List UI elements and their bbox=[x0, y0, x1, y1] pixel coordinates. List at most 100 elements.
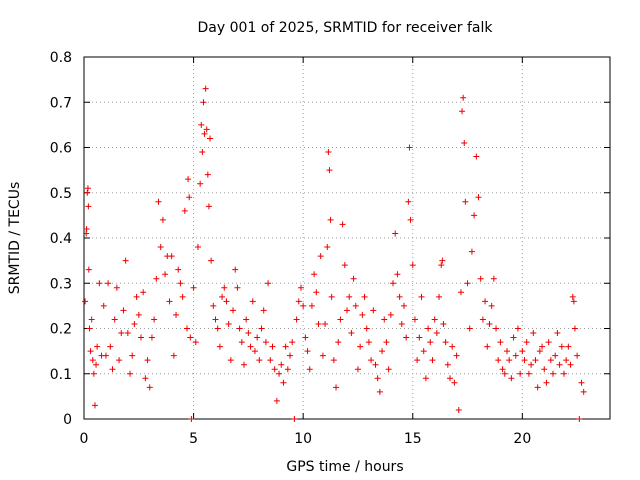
data-point bbox=[207, 135, 214, 142]
data-point bbox=[85, 266, 92, 273]
chart-title: Day 001 of 2025, SRMTID for receiver fal… bbox=[198, 20, 494, 36]
data-point bbox=[240, 361, 247, 368]
data-point bbox=[144, 357, 151, 364]
data-point bbox=[545, 339, 552, 346]
data-point bbox=[352, 302, 359, 309]
data-point bbox=[580, 388, 587, 395]
y-tick-label: 0.3 bbox=[50, 276, 72, 292]
data-point bbox=[86, 325, 93, 332]
data-point bbox=[188, 416, 195, 422]
data-point bbox=[173, 311, 180, 318]
data-point bbox=[267, 357, 274, 364]
data-point bbox=[449, 343, 456, 350]
data-point bbox=[337, 316, 344, 323]
data-point bbox=[442, 339, 449, 346]
data-point bbox=[127, 370, 134, 377]
data-point bbox=[159, 216, 166, 223]
data-point bbox=[464, 280, 471, 287]
data-point bbox=[354, 366, 361, 373]
data-point bbox=[146, 384, 153, 391]
data-point bbox=[508, 375, 515, 382]
data-point bbox=[407, 216, 414, 223]
data-point bbox=[499, 366, 506, 373]
data-point bbox=[181, 207, 188, 214]
data-point bbox=[142, 375, 149, 382]
data-point bbox=[85, 203, 92, 210]
data-point bbox=[273, 397, 280, 404]
data-point bbox=[118, 330, 125, 337]
data-point bbox=[519, 348, 526, 355]
data-point bbox=[84, 185, 91, 192]
data-point bbox=[495, 357, 502, 364]
data-point bbox=[576, 416, 583, 422]
data-point bbox=[570, 298, 577, 305]
data-point bbox=[328, 293, 335, 300]
data-point bbox=[223, 298, 230, 305]
data-point bbox=[251, 348, 258, 355]
data-point bbox=[453, 352, 460, 359]
data-point bbox=[359, 311, 366, 318]
data-point bbox=[326, 167, 333, 174]
data-point bbox=[287, 352, 294, 359]
data-point bbox=[550, 370, 557, 377]
data-point bbox=[348, 330, 355, 337]
data-point bbox=[175, 266, 182, 273]
data-point bbox=[315, 320, 322, 327]
data-point bbox=[284, 366, 291, 373]
data-point bbox=[558, 343, 565, 350]
data-point bbox=[490, 275, 497, 282]
x-tick-label: 10 bbox=[294, 431, 312, 447]
data-point bbox=[534, 384, 541, 391]
data-point bbox=[295, 298, 302, 305]
data-point bbox=[374, 375, 381, 382]
data-point bbox=[214, 325, 221, 332]
data-point bbox=[317, 253, 324, 260]
data-point bbox=[204, 171, 211, 178]
data-point bbox=[94, 343, 101, 350]
data-point bbox=[330, 357, 337, 364]
data-point bbox=[157, 244, 164, 251]
data-point bbox=[530, 330, 537, 337]
data-point bbox=[569, 293, 576, 300]
data-point bbox=[124, 330, 131, 337]
data-point bbox=[113, 284, 120, 291]
data-point bbox=[247, 343, 254, 350]
data-point bbox=[293, 316, 300, 323]
y-tick-label: 0.7 bbox=[50, 95, 72, 111]
data-point bbox=[212, 316, 219, 323]
data-point bbox=[151, 316, 158, 323]
data-point bbox=[291, 416, 298, 422]
data-point bbox=[363, 325, 370, 332]
data-point bbox=[357, 343, 364, 350]
data-point bbox=[256, 357, 263, 364]
data-point bbox=[225, 320, 232, 327]
data-point bbox=[431, 316, 438, 323]
y-tick-label: 0 bbox=[63, 412, 72, 428]
data-point bbox=[192, 339, 199, 346]
data-point bbox=[541, 366, 548, 373]
data-point bbox=[269, 343, 276, 350]
data-point bbox=[439, 257, 446, 264]
data-point bbox=[325, 149, 332, 156]
data-point bbox=[455, 406, 462, 413]
data-point bbox=[313, 289, 320, 296]
data-point bbox=[552, 352, 559, 359]
data-point bbox=[260, 307, 267, 314]
data-point bbox=[370, 307, 377, 314]
data-point bbox=[405, 198, 412, 205]
data-point bbox=[245, 330, 252, 337]
data-point bbox=[475, 194, 482, 201]
data-point bbox=[440, 320, 447, 327]
data-point bbox=[514, 325, 521, 332]
data-point bbox=[459, 108, 466, 115]
data-point bbox=[122, 257, 129, 264]
data-point bbox=[420, 348, 427, 355]
data-point bbox=[271, 366, 278, 373]
x-tick-labels: 0 5 10 15 20 bbox=[80, 431, 532, 447]
data-point bbox=[280, 379, 287, 386]
data-point bbox=[547, 357, 554, 364]
data-point bbox=[227, 357, 234, 364]
data-point bbox=[497, 339, 504, 346]
data-point bbox=[102, 352, 109, 359]
